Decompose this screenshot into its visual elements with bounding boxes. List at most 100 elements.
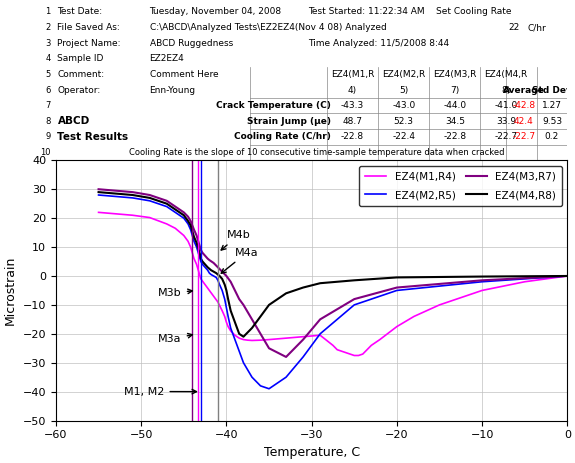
EZ4(M2,R5) (478, 279, 485, 285)
Text: 2: 2 (45, 23, 51, 32)
EZ4(M2,R5) (283, 375, 290, 380)
Text: Strain Jump (μe): Strain Jump (μe) (247, 117, 331, 126)
Text: C:\ABCD\Analyzed Tests\EZ2EZ4(Nov 4 08) Analyzed: C:\ABCD\Analyzed Tests\EZ2EZ4(Nov 4 08) … (150, 23, 386, 32)
EZ4(M1,R4) (187, 244, 194, 250)
Line: EZ4(M3,R7): EZ4(M3,R7) (98, 189, 568, 357)
Text: 7: 7 (45, 101, 51, 110)
Text: 5): 5) (399, 86, 408, 94)
EZ4(M1,R4) (266, 337, 273, 342)
EZ4(M4,R8) (213, 270, 220, 276)
EZ4(M4,R8) (232, 319, 239, 325)
EZ4(M2,R5) (232, 337, 239, 342)
EZ4(M2,R5) (199, 262, 206, 267)
Text: Cooling Rate (C/hr): Cooling Rate (C/hr) (233, 132, 331, 141)
EZ4(M3,R7) (190, 227, 197, 232)
EZ4(M3,R7) (199, 250, 206, 256)
Text: Test Results: Test Results (58, 132, 129, 142)
EZ4(M2,R5) (564, 273, 571, 279)
EZ4(M3,R7) (236, 296, 243, 302)
EZ4(M3,R7) (163, 198, 170, 204)
EZ4(M4,R8) (257, 313, 264, 319)
EZ4(M2,R5) (187, 227, 194, 232)
Text: 10: 10 (40, 148, 51, 157)
Text: M3a: M3a (158, 333, 193, 344)
Text: EZ4(M4,R: EZ4(M4,R (484, 70, 528, 79)
EZ4(M3,R7) (564, 273, 571, 279)
Text: C/hr: C/hr (528, 23, 547, 32)
EZ4(M1,R4) (214, 299, 221, 305)
Text: M4a: M4a (221, 248, 259, 273)
EZ4(M3,R7) (204, 256, 211, 262)
EZ4(M4,R8) (172, 206, 179, 212)
EZ4(M1,R4) (206, 288, 213, 293)
EZ4(M1,R4) (478, 288, 485, 293)
EZ4(M1,R4) (436, 302, 443, 308)
Text: 5: 5 (45, 70, 51, 79)
EZ4(M3,R7) (181, 210, 187, 215)
EZ4(M2,R5) (300, 354, 306, 360)
Text: -22.7: -22.7 (494, 132, 518, 141)
Text: 7): 7) (450, 86, 459, 94)
EZ4(M3,R7) (317, 317, 324, 322)
EZ4(M1,R4) (317, 332, 324, 338)
EZ4(M2,R5) (185, 221, 191, 227)
EZ4(M3,R7) (187, 218, 194, 224)
EZ4(M3,R7) (300, 337, 306, 342)
Text: -44.0: -44.0 (443, 101, 466, 110)
Text: Sample ID: Sample ID (58, 54, 104, 63)
EZ4(M4,R8) (300, 285, 306, 290)
Text: -41.0: -41.0 (494, 101, 518, 110)
Text: 42.4: 42.4 (514, 117, 534, 126)
EZ4(M4,R8) (266, 302, 273, 308)
EZ4(M2,R5) (214, 277, 221, 283)
Text: Std Dev: Std Dev (532, 86, 572, 94)
EZ4(M1,R4) (355, 353, 362, 358)
EZ4(M3,R7) (195, 238, 202, 244)
EZ4(M1,R4) (236, 335, 243, 341)
Text: 8: 8 (45, 117, 51, 126)
EZ4(M1,R4) (248, 338, 255, 343)
Line: EZ4(M1,R4): EZ4(M1,R4) (98, 213, 568, 356)
EZ4(M4,R8) (236, 331, 243, 337)
EZ4(M4,R8) (351, 277, 358, 283)
EZ4(M3,R7) (248, 317, 255, 322)
Text: 22: 22 (508, 23, 520, 32)
EZ4(M1,R4) (368, 343, 375, 348)
EZ4(M3,R7) (351, 296, 358, 302)
EZ4(M4,R8) (393, 275, 400, 280)
EZ4(M1,R4) (522, 279, 528, 285)
EZ4(M4,R8) (199, 259, 206, 264)
EZ4(M4,R8) (216, 273, 223, 279)
Y-axis label: Microstrain: Microstrain (4, 256, 17, 325)
Text: Project Name:: Project Name: (58, 39, 121, 48)
Text: Tuesday, November 04, 2008: Tuesday, November 04, 2008 (150, 7, 282, 17)
Legend: EZ4(M1,R4), EZ4(M2,R5), EZ4(M3,R7), EZ4(M4,R8): EZ4(M1,R4), EZ4(M2,R5), EZ4(M3,R7), EZ4(… (359, 165, 562, 206)
EZ4(M4,R8) (317, 281, 324, 286)
EZ4(M3,R7) (210, 260, 217, 266)
EZ4(M4,R8) (197, 251, 204, 257)
EZ4(M4,R8) (95, 189, 102, 195)
EZ4(M3,R7) (197, 244, 204, 250)
EZ4(M2,R5) (351, 302, 358, 308)
EZ4(M1,R4) (338, 348, 345, 354)
EZ4(M3,R7) (393, 285, 400, 290)
Text: Enn-Young: Enn-Young (150, 86, 196, 94)
Text: EZ4(M1,R: EZ4(M1,R (331, 70, 374, 79)
EZ4(M4,R8) (197, 256, 204, 262)
X-axis label: Temperature, C: Temperature, C (263, 446, 360, 459)
EZ4(M1,R4) (244, 338, 251, 343)
EZ4(M1,R4) (181, 233, 187, 238)
EZ4(M1,R4) (329, 343, 336, 348)
EZ4(M1,R4) (195, 268, 202, 273)
EZ4(M4,R8) (204, 264, 211, 270)
Text: -22.7: -22.7 (512, 132, 535, 141)
EZ4(M2,R5) (181, 215, 187, 221)
EZ4(M2,R5) (206, 270, 213, 276)
EZ4(M1,R4) (189, 250, 196, 256)
EZ4(M4,R8) (225, 296, 232, 302)
Text: EZ4(M3,R: EZ4(M3,R (433, 70, 477, 79)
EZ4(M1,R4) (283, 335, 290, 341)
EZ4(M4,R8) (248, 325, 255, 331)
EZ4(M1,R4) (112, 211, 119, 217)
EZ4(M3,R7) (197, 247, 204, 253)
